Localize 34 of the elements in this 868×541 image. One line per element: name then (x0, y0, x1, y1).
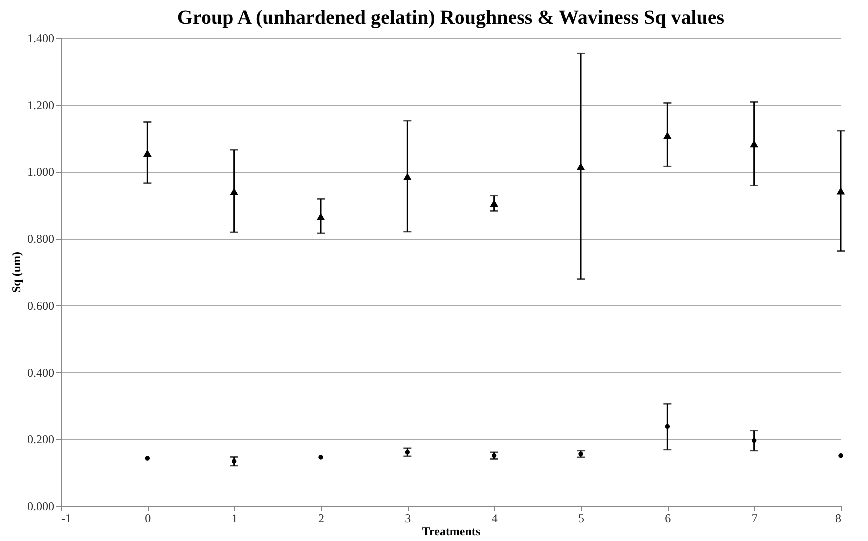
x-tick-label: 5 (578, 512, 584, 526)
x-tick-label: 6 (665, 512, 672, 526)
x-tick-label: 1 (232, 512, 238, 526)
point (316, 213, 326, 220)
point (838, 454, 844, 458)
x-tick-label: 7 (752, 512, 758, 526)
y-tick-label: 0.800 (28, 232, 54, 246)
x-tick-label: 8 (836, 512, 842, 526)
point (230, 188, 239, 196)
x-tick-label: 2 (318, 512, 324, 526)
y-tick-label: 0.400 (28, 366, 54, 380)
point (663, 132, 672, 140)
point (403, 173, 412, 180)
y-tick-label: 1.400 (28, 32, 54, 46)
x-axis-title: Treatments (422, 524, 481, 538)
point (576, 163, 586, 170)
point (145, 456, 150, 461)
point (490, 200, 499, 208)
point (143, 150, 152, 157)
y-tick-label: 0.600 (28, 298, 54, 313)
x-tick-label: 0 (145, 512, 152, 526)
point (752, 438, 757, 444)
point (318, 455, 324, 460)
x-tick-label: 4 (492, 512, 498, 526)
chart-title: Group A (unhardened gelatin) Roughness & Waviness Sq values (177, 7, 725, 29)
y-tick-label: 0.000 (28, 500, 54, 514)
point (750, 140, 759, 148)
x-tick-label: 3 (405, 512, 412, 526)
point (665, 424, 670, 430)
y-tick-label: 0.200 (28, 432, 54, 447)
y-tick-label: 1.200 (28, 98, 54, 112)
y-axis-title: Sq (um) (10, 252, 24, 294)
y-tick-label: 1.000 (28, 165, 54, 180)
x-tick-label: -1 (62, 512, 72, 526)
